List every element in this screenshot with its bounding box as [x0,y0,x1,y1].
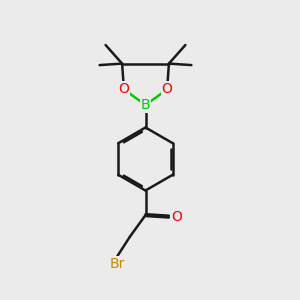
Text: O: O [171,210,182,224]
Text: O: O [162,82,172,96]
Text: Br: Br [110,257,125,271]
Text: B: B [141,98,150,112]
Text: O: O [118,82,129,96]
